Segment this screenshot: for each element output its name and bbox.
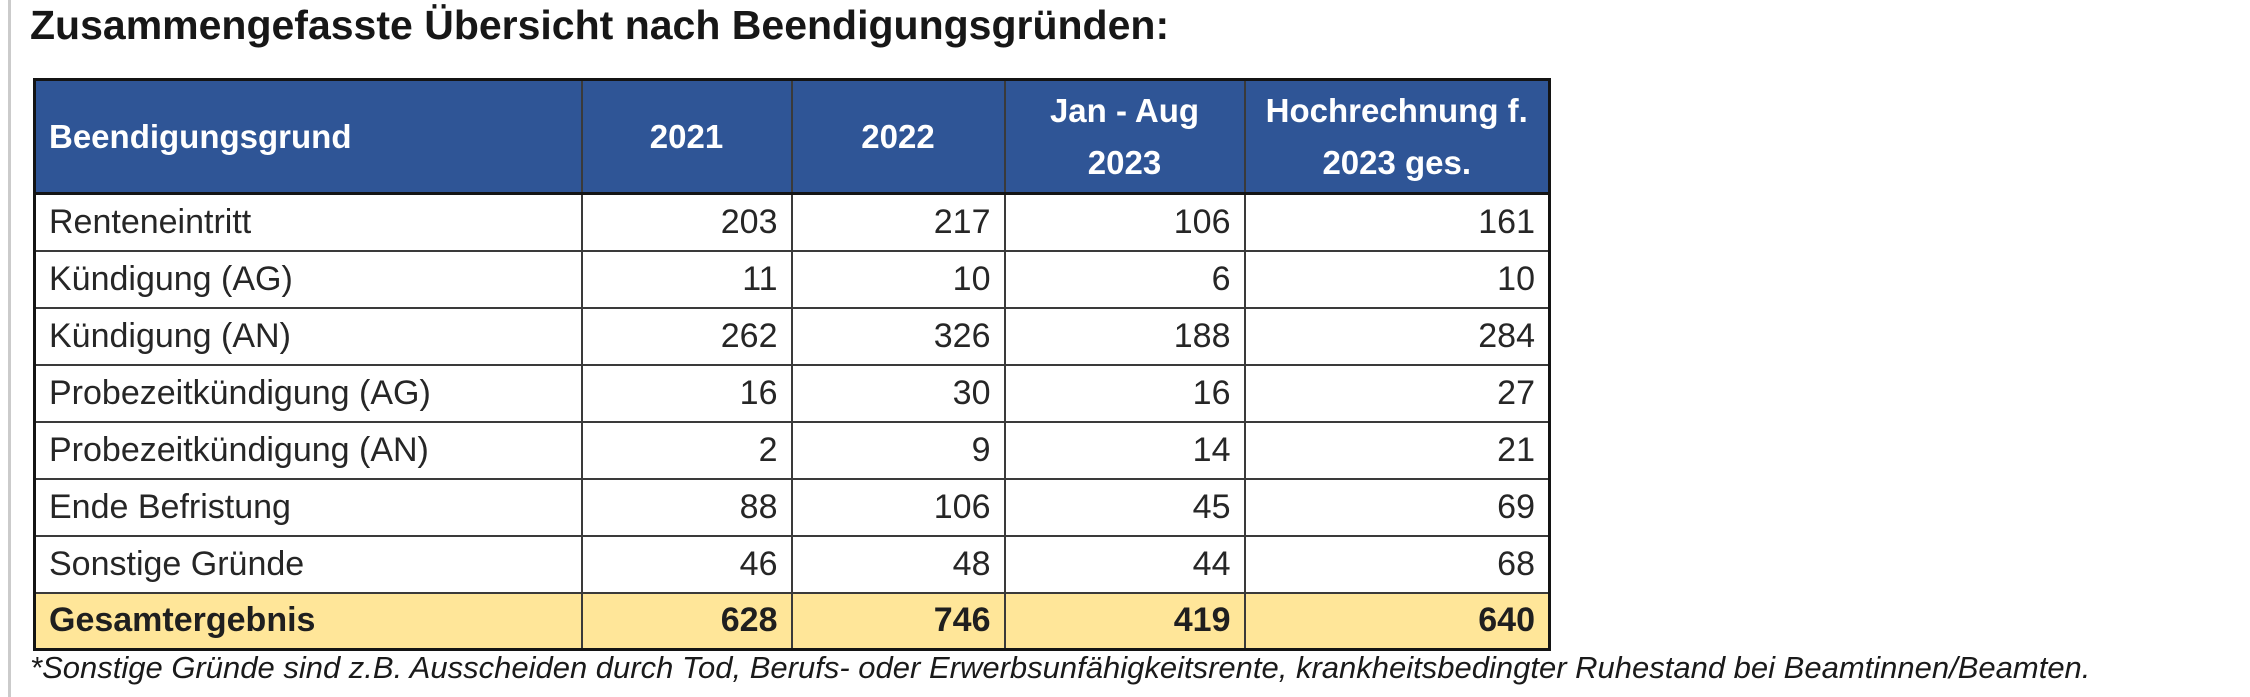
table-row-probezeitkuendigung-an: Probezeitkündigung (AN) 2 9 14 21 bbox=[33, 420, 1551, 480]
table-row-ende-befristung: Ende Befristung 88 106 45 69 bbox=[33, 477, 1551, 537]
row-label: Sonstige Gründe bbox=[33, 534, 583, 594]
cell-2022: 10 bbox=[790, 249, 1006, 309]
cell-jan-aug-2023: 188 bbox=[1003, 306, 1246, 366]
cell-2022: 30 bbox=[790, 363, 1006, 423]
cell-hochrechnung-2023: 69 bbox=[1243, 477, 1551, 537]
total-cell-2022: 746 bbox=[790, 591, 1006, 651]
cell-hochrechnung-2023: 284 bbox=[1243, 306, 1551, 366]
header-hochrechnung-2023: Hochrechnung f. 2023 ges. bbox=[1243, 78, 1551, 195]
header-label-line1: Hochrechnung f. bbox=[1265, 91, 1528, 129]
termination-reasons-table: Beendigungsgrund 2021 2022 Jan - Aug 202… bbox=[33, 78, 1551, 651]
cell-hochrechnung-2023: 161 bbox=[1243, 192, 1551, 252]
cell-2021: 88 bbox=[580, 477, 793, 537]
header-label: Beendigungsgrund bbox=[49, 117, 352, 155]
header-2022: 2022 bbox=[790, 78, 1006, 195]
total-row-gesamtergebnis: Gesamtergebnis 628 746 419 640 bbox=[33, 591, 1551, 651]
header-label: 2022 bbox=[861, 117, 935, 155]
cell-2021: 2 bbox=[580, 420, 793, 480]
cell-hochrechnung-2023: 27 bbox=[1243, 363, 1551, 423]
footnote: *Sonstige Gründe sind z.B. Ausscheiden d… bbox=[30, 650, 2091, 685]
cell-hochrechnung-2023: 68 bbox=[1243, 534, 1551, 594]
total-cell-hochrechnung-2023: 640 bbox=[1243, 591, 1551, 651]
cell-jan-aug-2023: 44 bbox=[1003, 534, 1246, 594]
left-edge-divider bbox=[8, 0, 11, 697]
cell-2021: 203 bbox=[580, 192, 793, 252]
header-row: Beendigungsgrund 2021 2022 Jan - Aug 202… bbox=[33, 78, 1551, 195]
page-title: Zusammengefasste Übersicht nach Beendigu… bbox=[30, 2, 1170, 48]
table-row-kuendigung-ag: Kündigung (AG) 11 10 6 10 bbox=[33, 249, 1551, 309]
cell-2021: 11 bbox=[580, 249, 793, 309]
cell-jan-aug-2023: 14 bbox=[1003, 420, 1246, 480]
cell-jan-aug-2023: 45 bbox=[1003, 477, 1246, 537]
row-label: Renteneintritt bbox=[33, 192, 583, 252]
table-row-probezeitkuendigung-ag: Probezeitkündigung (AG) 16 30 16 27 bbox=[33, 363, 1551, 423]
total-cell-jan-aug-2023: 419 bbox=[1003, 591, 1246, 651]
header-2021: 2021 bbox=[580, 78, 793, 195]
cell-2022: 217 bbox=[790, 192, 1006, 252]
total-row-label: Gesamtergebnis bbox=[33, 591, 583, 651]
header-label-line2: 2023 bbox=[1087, 143, 1162, 181]
cell-2021: 262 bbox=[580, 306, 793, 366]
cell-hochrechnung-2023: 10 bbox=[1243, 249, 1551, 309]
header-label: 2021 bbox=[649, 117, 724, 155]
cell-2021: 16 bbox=[580, 363, 793, 423]
row-label: Kündigung (AN) bbox=[33, 306, 583, 366]
row-label: Probezeitkündigung (AN) bbox=[33, 420, 583, 480]
cell-2021: 46 bbox=[580, 534, 793, 594]
cell-2022: 326 bbox=[790, 306, 1006, 366]
table-row-kuendigung-an: Kündigung (AN) 262 326 188 284 bbox=[33, 306, 1551, 366]
row-label: Probezeitkündigung (AG) bbox=[33, 363, 583, 423]
table-row-sonstige-gruende: Sonstige Gründe 46 48 44 68 bbox=[33, 534, 1551, 594]
header-label-line2: 2023 ges. bbox=[1322, 143, 1472, 181]
cell-hochrechnung-2023: 21 bbox=[1243, 420, 1551, 480]
row-label: Ende Befristung bbox=[33, 477, 583, 537]
cell-jan-aug-2023: 16 bbox=[1003, 363, 1246, 423]
cell-jan-aug-2023: 6 bbox=[1003, 249, 1246, 309]
header-jan-aug-2023: Jan - Aug 2023 bbox=[1003, 78, 1246, 195]
cell-2022: 9 bbox=[790, 420, 1006, 480]
cell-2022: 48 bbox=[790, 534, 1006, 594]
table-row-renteneintritt: Renteneintritt 203 217 106 161 bbox=[33, 192, 1551, 252]
cell-jan-aug-2023: 106 bbox=[1003, 192, 1246, 252]
row-label: Kündigung (AG) bbox=[33, 249, 583, 309]
header-beendigungsgrund: Beendigungsgrund bbox=[33, 78, 583, 195]
cell-2022: 106 bbox=[790, 477, 1006, 537]
header-label-line1: Jan - Aug bbox=[1049, 91, 1200, 129]
total-cell-2021: 628 bbox=[580, 591, 793, 651]
